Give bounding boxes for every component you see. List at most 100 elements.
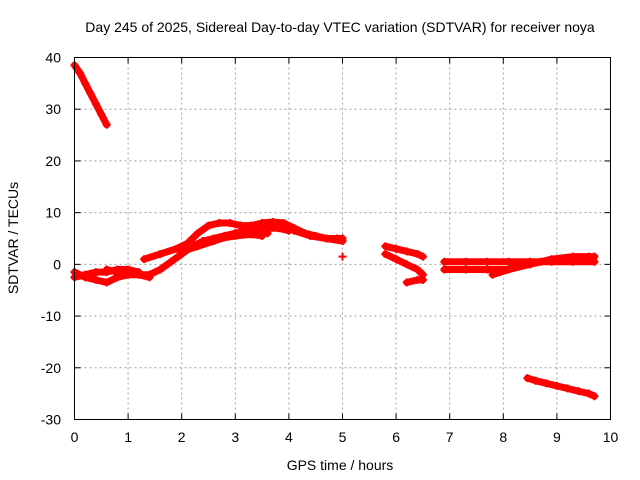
data-point	[124, 268, 133, 277]
data-point	[215, 218, 224, 227]
series-arc-16	[523, 374, 599, 401]
axis-ticks: 0 1 2 3 4 5 6 7 8 9 10 -30 -20 -10 0 10 20 30 40	[41, 50, 619, 446]
data-point	[413, 250, 422, 259]
data-point	[418, 275, 427, 284]
data-point	[75, 69, 84, 78]
data-point	[306, 231, 315, 240]
data-point	[488, 270, 497, 279]
data-point	[193, 229, 202, 238]
data-point	[381, 242, 390, 251]
data-point	[504, 265, 513, 274]
data-point	[199, 237, 208, 246]
series-arc-5	[140, 217, 347, 264]
y-tick-label: -30	[41, 412, 61, 428]
data-point	[322, 234, 331, 243]
data-point	[134, 270, 143, 279]
y-tick-label: 20	[45, 153, 61, 169]
series-arc-15	[488, 252, 594, 279]
x-axis-label: GPS time / hours	[287, 457, 394, 473]
series-trace	[140, 218, 346, 263]
data-point	[520, 260, 529, 269]
y-tick-label: 40	[45, 50, 61, 66]
data-point	[258, 231, 267, 240]
data-point	[552, 381, 561, 390]
data-point	[574, 387, 583, 396]
data-point	[177, 247, 186, 256]
data-point	[440, 265, 449, 274]
x-tick-label: 8	[499, 429, 507, 445]
data-point	[381, 250, 390, 259]
data-point	[225, 218, 234, 227]
data-point	[531, 376, 540, 385]
x-tick-label: 4	[285, 429, 293, 445]
chart-title: Day 245 of 2025, Sidereal Day-to-day VTE…	[85, 19, 595, 35]
data-point	[156, 250, 165, 259]
data-point	[402, 247, 411, 256]
series-arc-1	[70, 61, 111, 129]
data-point	[585, 389, 594, 398]
data-point	[231, 231, 240, 240]
data-point	[172, 244, 181, 253]
x-tick-label: 10	[603, 429, 619, 445]
data-point	[483, 257, 492, 266]
data-point	[568, 255, 577, 264]
y-tick-label: -10	[41, 308, 61, 324]
data-point	[145, 270, 154, 279]
data-point	[193, 242, 202, 251]
data-point	[86, 89, 95, 98]
data-point	[97, 110, 106, 119]
series-arc-12	[402, 275, 427, 287]
data-point	[91, 100, 100, 109]
data-point	[418, 252, 427, 261]
data-point	[156, 265, 165, 274]
data-point	[563, 384, 572, 393]
series-arc-8	[199, 230, 267, 246]
data-point	[523, 374, 532, 383]
series-arc-11	[381, 250, 427, 279]
x-tick-label: 7	[446, 429, 454, 445]
data-point	[413, 265, 422, 274]
data-point	[461, 265, 470, 274]
data-point	[247, 230, 256, 239]
data-point	[552, 255, 561, 264]
y-tick-label: -20	[41, 360, 61, 376]
data-point	[102, 120, 111, 129]
data-point	[274, 221, 283, 230]
x-tick-label: 5	[339, 429, 347, 445]
data-point	[402, 260, 411, 269]
data-point	[338, 237, 347, 246]
data-layer	[70, 61, 599, 401]
series-arc-9	[338, 252, 347, 261]
x-tick-label: 1	[124, 429, 132, 445]
data-point	[504, 257, 513, 266]
y-tick-label: 30	[45, 101, 61, 117]
data-point	[166, 257, 175, 266]
data-point	[483, 265, 492, 274]
data-point	[113, 268, 122, 277]
series-arc-10	[381, 242, 427, 261]
x-tick-label: 2	[178, 429, 186, 445]
y-tick-label: 0	[53, 256, 61, 272]
y-tick-label: 10	[45, 205, 61, 221]
data-point	[585, 252, 594, 261]
data-point	[102, 278, 111, 287]
data-point	[91, 268, 100, 277]
data-point	[590, 392, 599, 401]
data-point	[91, 275, 100, 284]
data-point	[461, 257, 470, 266]
data-point	[392, 244, 401, 253]
x-tick-label: 3	[231, 429, 239, 445]
data-point	[402, 278, 411, 287]
data-point	[290, 226, 299, 235]
data-point	[536, 257, 545, 266]
y-axis-label: SDTVAR / TECUs	[5, 182, 21, 294]
data-point	[102, 265, 111, 274]
data-point	[338, 252, 347, 261]
data-point	[263, 229, 272, 238]
data-point	[542, 379, 551, 388]
data-point	[81, 273, 90, 282]
data-point	[81, 79, 90, 88]
data-point	[258, 221, 267, 230]
data-point	[140, 255, 149, 264]
